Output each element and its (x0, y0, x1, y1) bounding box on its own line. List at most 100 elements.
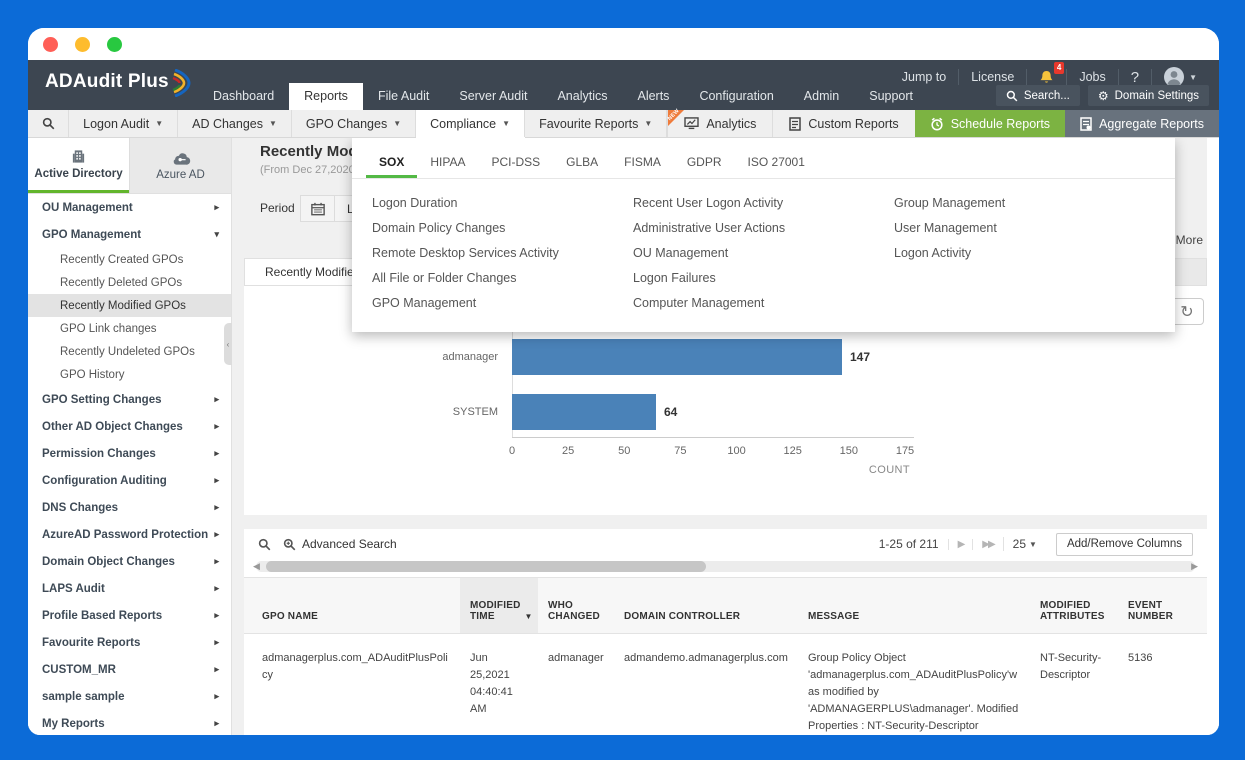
notifications-button[interactable]: 4 (1027, 62, 1068, 85)
nav-tab-file-audit[interactable]: File Audit (377, 89, 430, 103)
license-link[interactable]: License (959, 69, 1028, 85)
jump-to-link[interactable]: Jump to (890, 69, 960, 85)
sidebar-item-gpo-setting-changes[interactable]: GPO Setting Changes ▸ (28, 386, 231, 413)
sidebar-subitem-recently-created-gpos[interactable]: Recently Created GPOs (60, 253, 184, 266)
sidebar-item-ou-management[interactable]: OU Management ▸ (28, 194, 231, 221)
sidebar-item-azuread-password-protection[interactable]: AzureAD Password Protection ▸ (28, 521, 231, 548)
compliance-report-link-logon-failures[interactable]: Logon Failures (633, 271, 716, 285)
compliance-report-link-logon-duration[interactable]: Logon Duration (372, 196, 458, 210)
nav-tab-reports[interactable]: Reports (289, 83, 363, 110)
reports-menu-compliance[interactable]: Compliance ▼ (416, 110, 526, 137)
sidebar-item-custom-mr[interactable]: CUSTOM_MR ▸ (28, 656, 231, 683)
column-header-who-changed[interactable]: WHO CHANGED (538, 578, 614, 633)
minimize-window-button[interactable] (75, 36, 90, 52)
aggregate-reports-button[interactable]: Aggregate Reports (1065, 110, 1219, 137)
column-header-modified-time[interactable]: MODIFIED TIME ▼ (460, 578, 538, 633)
compliance-tab-glba[interactable]: GLBA (566, 155, 599, 169)
sidebar-item-sample-sample[interactable]: sample sample ▸ (28, 683, 231, 710)
compliance-tab-fisma[interactable]: FISMA (624, 155, 661, 169)
jobs-link[interactable]: Jobs (1067, 69, 1119, 85)
schedule-reports-button[interactable]: Schedule Reports (914, 110, 1066, 137)
account-menu[interactable]: ▼ (1152, 67, 1209, 87)
scrollbar-thumb[interactable] (266, 561, 706, 572)
sidebar-item-dns-changes[interactable]: DNS Changes ▸ (28, 494, 231, 521)
analytics-shortcut[interactable]: NEW Analytics (667, 108, 772, 137)
reports-menu-gpo-changes[interactable]: GPO Changes ▼ (292, 110, 417, 137)
next-page-button[interactable]: ▶ (947, 538, 973, 550)
domain-settings-button[interactable]: ⚙ Domain Settings (1087, 85, 1209, 106)
table-row[interactable]: admanagerplus.com_ADAuditPlusPolicy Jun 2… (244, 634, 1207, 735)
compliance-report-link-all-file-or-folder-changes[interactable]: All File or Folder Changes (372, 271, 517, 285)
compliance-report-link-administrative-user-actions[interactable]: Administrative User Actions (633, 221, 786, 235)
report-search-button[interactable] (28, 110, 70, 137)
reports-menu-logon-audit[interactable]: Logon Audit ▼ (69, 110, 179, 137)
sidebar-collapse-handle[interactable]: ‹ (224, 323, 232, 365)
sidebar-item-my-reports[interactable]: My Reports ▸ (28, 710, 231, 735)
scroll-right-arrow[interactable]: ▶ (1191, 561, 1198, 571)
compliance-report-link-ou-management[interactable]: OU Management (633, 246, 729, 260)
chevron-right-icon: ▸ (214, 394, 219, 404)
nav-tab-admin[interactable]: Admin (803, 89, 840, 103)
custom-reports-button[interactable]: Custom Reports (772, 110, 914, 137)
compliance-report-link-remote-desktop-services-activity[interactable]: Remote Desktop Services Activity (372, 246, 559, 260)
column-header-domain-controller[interactable]: DOMAIN CONTROLLER (614, 578, 798, 633)
compliance-tab-pci-dss[interactable]: PCI-DSS (491, 155, 541, 169)
sidebar-item-label: OU Management (42, 201, 133, 214)
help-button[interactable]: ? (1119, 69, 1153, 86)
reports-menu-favourite-reports[interactable]: Favourite Reports ▼ (525, 110, 668, 137)
compliance-tab-hipaa[interactable]: HIPAA (430, 155, 466, 169)
chart-x-tick: 150 (839, 445, 859, 457)
sidebar-item-other-ad-object-changes[interactable]: Other AD Object Changes ▸ (28, 413, 231, 440)
compliance-report-link-computer-management[interactable]: Computer Management (633, 296, 765, 310)
column-header-event-number[interactable]: EVENT NUMBER (1118, 578, 1207, 633)
refresh-button[interactable]: ↻ (1170, 298, 1204, 325)
sidebar-item-domain-object-changes[interactable]: Domain Object Changes ▸ (28, 548, 231, 575)
add-remove-columns-button[interactable]: Add/Remove Columns (1055, 532, 1193, 556)
compliance-report-link-gpo-management[interactable]: GPO Management (372, 296, 477, 310)
cell-modified-attributes: NT-Security-Descriptor (1040, 652, 1102, 682)
nav-tab-dashboard[interactable]: Dashboard (213, 89, 275, 103)
nav-tab-server-audit[interactable]: Server Audit (459, 89, 528, 103)
column-search-button[interactable] (258, 538, 271, 551)
sidebar-item-configuration-auditing[interactable]: Configuration Auditing ▸ (28, 467, 231, 494)
sidebar-subitem-recently-undeleted-gpos[interactable]: Recently Undeleted GPOs (60, 345, 195, 358)
column-header-message[interactable]: MESSAGE (798, 578, 1030, 633)
compliance-report-link-domain-policy-changes[interactable]: Domain Policy Changes (372, 221, 506, 235)
nav-tab-configuration[interactable]: Configuration (699, 89, 774, 103)
sidebar-subitem-gpo-link-changes[interactable]: GPO Link changes (60, 322, 157, 335)
sidebar-item-permission-changes[interactable]: Permission Changes ▸ (28, 440, 231, 467)
sidebar-item-profile-based-reports[interactable]: Profile Based Reports ▸ (28, 602, 231, 629)
sidebar-item-laps-audit[interactable]: LAPS Audit ▸ (28, 575, 231, 602)
compliance-report-link-group-management[interactable]: Group Management (894, 196, 1006, 210)
sidebar-item-favourite-reports[interactable]: Favourite Reports ▸ (28, 629, 231, 656)
column-header-gpo-name[interactable]: GPO NAME (244, 578, 460, 633)
nav-tab-analytics[interactable]: Analytics (557, 89, 608, 103)
sidebar-item-gpo-management[interactable]: GPO Management ▾ (28, 221, 231, 248)
nav-tab-support[interactable]: Support (869, 89, 914, 103)
events-table-card: Advanced Search 1-25 of 211 ▶ ▶▶ 25 ▼ Ad… (244, 529, 1207, 735)
calendar-button[interactable] (301, 196, 335, 221)
reports-menu-ad-changes[interactable]: AD Changes ▼ (178, 110, 292, 137)
compliance-report-link-logon-activity[interactable]: Logon Activity (894, 246, 972, 260)
maximize-window-button[interactable] (107, 36, 122, 52)
nav-tab-alerts[interactable]: Alerts (637, 89, 670, 103)
compliance-tab-gdpr[interactable]: GDPR (686, 155, 722, 169)
more-link[interactable]: More (1175, 233, 1203, 247)
tab-azure-ad[interactable]: Azure AD (129, 138, 231, 193)
cell-event-number: 5136 (1128, 652, 1153, 664)
advanced-search-button[interactable]: Advanced Search (283, 537, 397, 551)
last-page-button[interactable]: ▶▶ (972, 538, 1002, 550)
compliance-report-link-user-management[interactable]: User Management (894, 221, 997, 235)
page-size-select[interactable]: 25 ▼ (1002, 537, 1046, 551)
sidebar-subitem-gpo-history[interactable]: GPO History (60, 368, 125, 381)
column-header-modified-attributes[interactable]: MODIFIED ATTRIBUTES (1030, 578, 1118, 633)
compliance-tab-sox[interactable]: SOX (366, 144, 418, 178)
compliance-tab-iso-27001[interactable]: ISO 27001 (747, 155, 805, 169)
sidebar-subitem-recently-deleted-gpos[interactable]: Recently Deleted GPOs (60, 276, 183, 289)
close-window-button[interactable] (43, 36, 58, 52)
sidebar-subitem-recently-modified-gpos[interactable]: Recently Modified GPOs (28, 294, 231, 317)
compliance-report-link-recent-user-logon-activity[interactable]: Recent User Logon Activity (633, 196, 784, 210)
scroll-left-arrow[interactable]: ◀ (253, 561, 260, 571)
tab-active-directory[interactable]: Active Directory (28, 138, 129, 193)
global-search-button[interactable]: Search... (995, 85, 1080, 106)
